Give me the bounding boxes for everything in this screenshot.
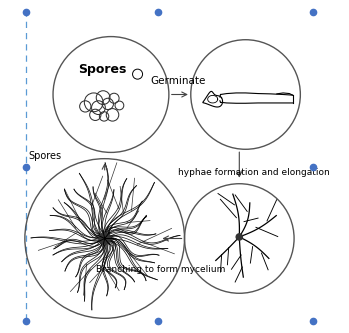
Circle shape [99,233,110,244]
Text: hyphae formation and elongation: hyphae formation and elongation [178,168,330,177]
Text: Spores: Spores [78,63,126,76]
Text: Branching to form mycelium: Branching to form mycelium [96,265,226,274]
Circle shape [236,234,243,240]
Text: Spores: Spores [28,151,61,161]
Text: Germinate: Germinate [150,76,206,86]
